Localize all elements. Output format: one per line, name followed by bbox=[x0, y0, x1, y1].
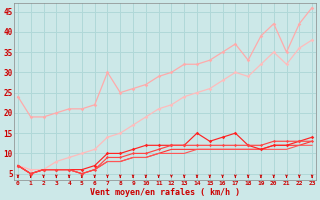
X-axis label: Vent moyen/en rafales ( km/h ): Vent moyen/en rafales ( km/h ) bbox=[90, 188, 240, 197]
